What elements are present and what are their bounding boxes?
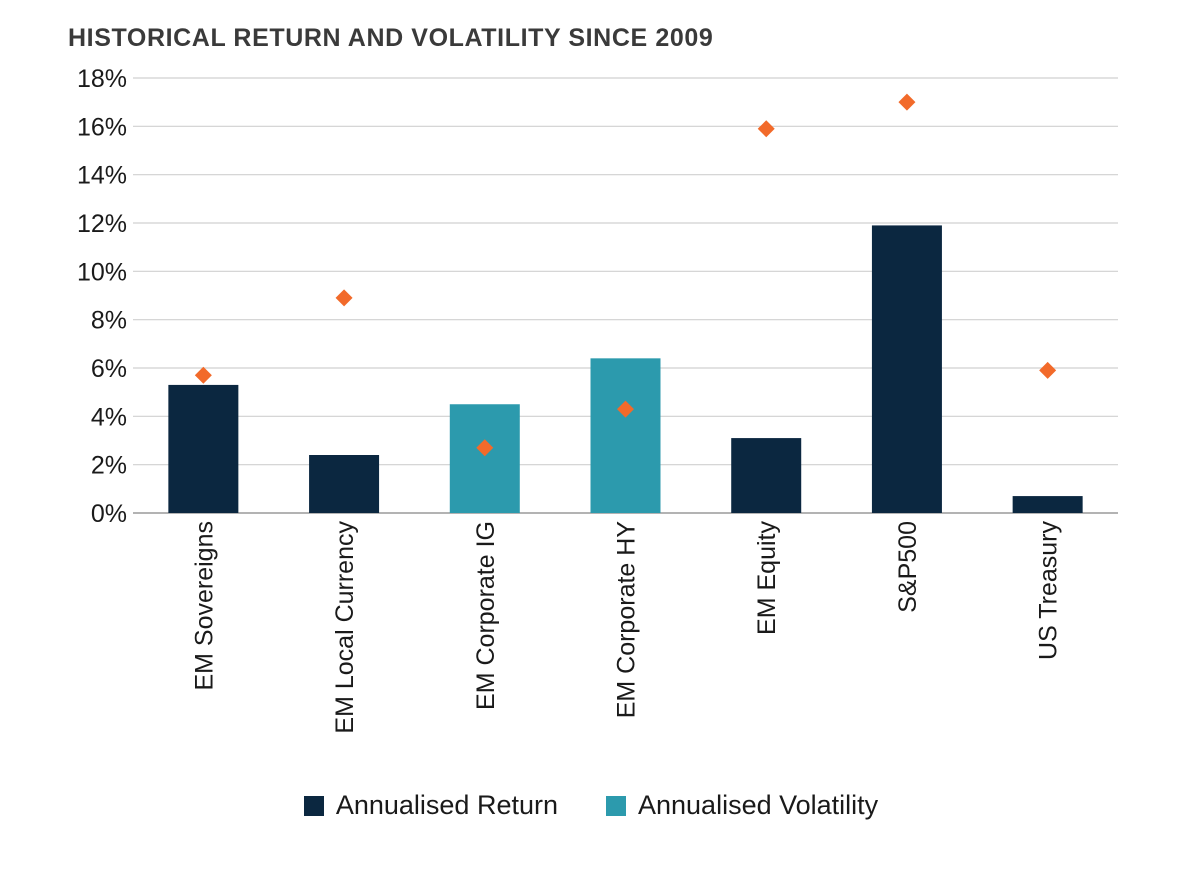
category-label: S&P500 [894,521,922,613]
y-tick-label: 0% [91,500,127,528]
category-label: EM Equity [753,521,781,635]
category-label: EM Corporate IG [472,521,500,710]
y-tick-label: 4% [91,403,127,431]
legend-swatch-volatility [606,795,626,816]
bar [168,384,239,513]
legend-swatch-return [303,795,324,816]
volatility-marker [476,439,494,457]
volatility-marker [757,120,775,138]
volatility-marker [898,93,916,111]
legend: Annualised Return Annualised Volatility [0,790,1182,821]
bar [1012,496,1083,513]
legend-label-volatility: Annualised Volatility [638,790,879,820]
y-tick-label: 6% [91,355,127,383]
y-tick-label: 18% [77,65,127,93]
legend-label-return: Annualised Return [335,790,558,820]
legend-item-return: Annualised Return [303,790,558,821]
volatility-marker [194,366,212,384]
y-tick-label: 8% [91,307,127,335]
y-axis-ticks: 0% 2% 4% 6% 8% 10% 12% 14% 16% 18% [77,65,127,528]
y-tick-label: 14% [77,162,127,190]
legend-item-volatility: Annualised Volatility [606,790,878,821]
volatility-marker [335,289,353,307]
category-label: US Treasury [1035,521,1063,660]
category-label: EM Sovereigns [190,521,218,691]
bar [871,225,942,513]
bar [309,455,380,513]
bar [590,358,661,513]
y-tick-label: 10% [77,258,127,286]
y-tick-label: 16% [77,113,127,141]
category-labels: EM Sovereigns EM Local Currency EM Corpora… [190,521,1062,734]
volatility-markers [194,93,1057,457]
volatility-marker [1039,361,1057,379]
bar [449,404,520,513]
bars [168,225,1083,513]
category-label: EM Corporate HY [613,521,641,719]
bar [731,438,802,513]
y-tick-label: 12% [77,210,127,238]
category-label: EM Local Currency [331,521,359,734]
volatility-marker [617,400,634,418]
chart-title: HISTORICAL RETURN AND VOLATILITY SINCE 2… [68,24,714,52]
y-tick-label: 2% [91,452,127,480]
